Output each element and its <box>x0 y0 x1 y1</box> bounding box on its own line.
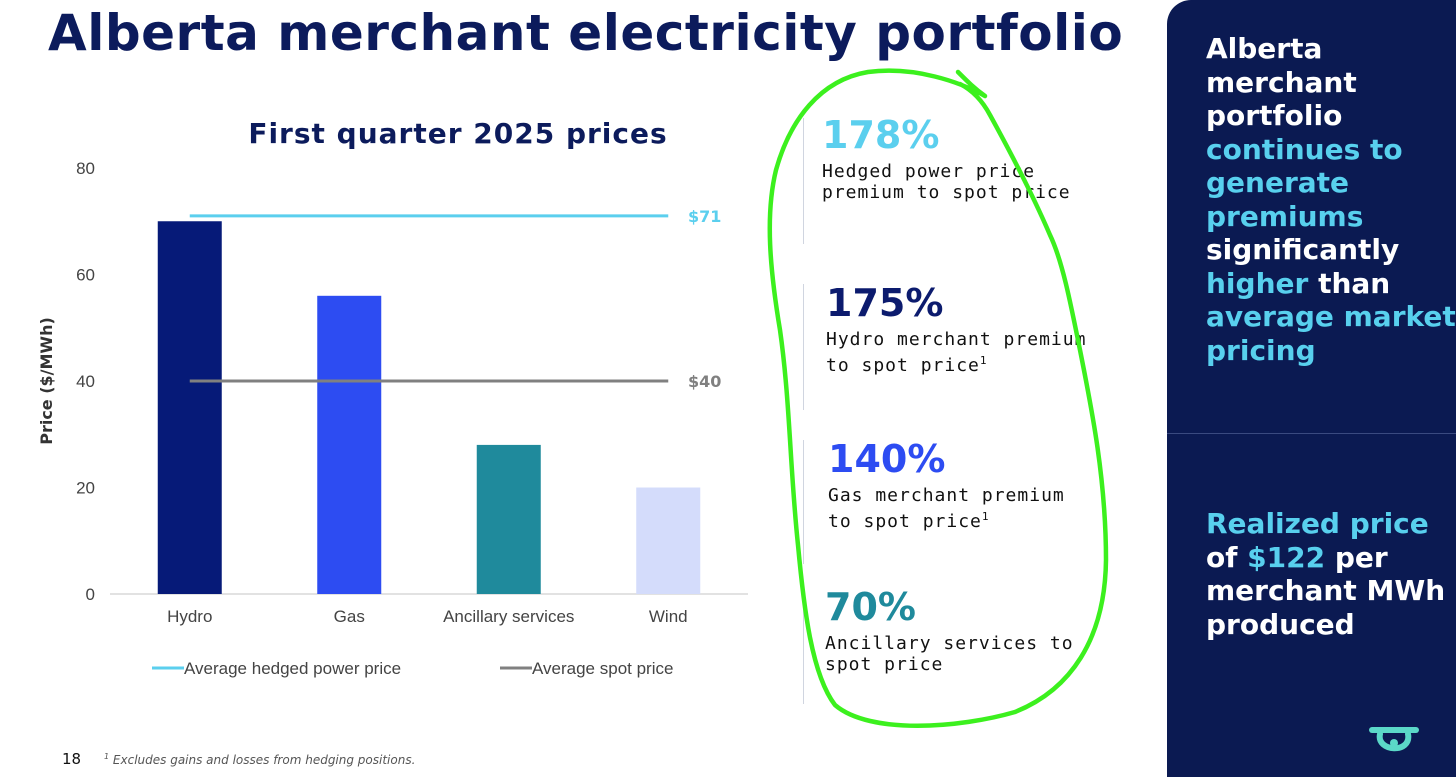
x-tick-label: Wind <box>649 607 688 626</box>
sidebar-line: produced <box>1206 607 1355 641</box>
sidebar-word: than <box>1318 266 1391 300</box>
x-tick-label: Hydro <box>167 607 212 626</box>
metric-divider <box>803 440 804 564</box>
x-tick-label: Ancillary services <box>443 607 574 626</box>
metric-description: Gas merchant premium to spot price1 <box>828 485 1118 532</box>
sidebar-line-highlight: continues to <box>1206 132 1403 166</box>
metric-desc-line: to spot price1 <box>826 350 1116 376</box>
sidebar-line: higher than <box>1206 267 1456 301</box>
sidebar-highlight: higher <box>1206 266 1309 300</box>
sidebar-line-highlight: average market <box>1206 300 1456 333</box>
metric-divider <box>803 592 804 704</box>
metric-description: Ancillary services to spot price <box>825 633 1115 675</box>
y-tick-label: 40 <box>76 372 95 391</box>
metric-desc-line: premium to spot price <box>822 182 1071 203</box>
spot-price-label: $40 <box>688 372 721 391</box>
bar-ancillary-services <box>476 444 541 594</box>
y-axis-label: Price ($/MWh) <box>37 317 56 445</box>
sidebar-divider <box>1167 433 1456 434</box>
page-number: 18 <box>62 750 82 768</box>
realized-price-value: $122 <box>1247 540 1326 574</box>
page-title: Alberta merchant electricity portfolio <box>48 4 1124 62</box>
sidebar-line-highlight: generate <box>1206 166 1350 199</box>
x-tick-label: Gas <box>334 607 365 626</box>
footnote-ref: 1 <box>979 354 988 367</box>
metric-value: 140% <box>828 437 946 481</box>
footnote: 1 Excludes gains and losses from hedging… <box>104 752 415 767</box>
metric-value: 178% <box>822 113 940 157</box>
sidebar-line: merchant MWh <box>1206 574 1446 607</box>
bar-hydro <box>157 221 222 594</box>
metric-description: Hydro merchant premium to spot price1 <box>826 329 1116 376</box>
footnote-ref: 1 <box>981 510 990 523</box>
metric-desc-text: to spot price <box>828 511 982 532</box>
sidebar-line-highlight: pricing <box>1206 333 1316 367</box>
y-tick-label: 60 <box>76 266 95 285</box>
price-chart: First quarter 2025 prices 0 20 40 60 80 Price … <box>37 117 748 678</box>
metric-desc-line: spot price <box>825 654 944 675</box>
bar-gas <box>317 295 382 594</box>
metric-divider <box>803 284 804 410</box>
chart-title: First quarter 2025 prices <box>248 117 667 150</box>
metric-ancillary: 70% Ancillary services to spot price <box>825 585 1115 675</box>
metric-description: Hedged power price premium to spot price <box>822 161 1112 203</box>
sidebar-line-highlight: Realized price <box>1206 507 1429 540</box>
metric-desc-text: to spot price <box>826 355 980 376</box>
y-tick-label: 20 <box>76 479 95 498</box>
sidebar-word: per <box>1334 540 1388 574</box>
metric-desc-line: Hydro merchant premium <box>826 329 1087 350</box>
sidebar-line: portfolio <box>1206 99 1343 132</box>
metric-desc-line: Hedged power price <box>822 161 1036 182</box>
hedged-price-label: $71 <box>688 207 721 226</box>
metric-desc-line: to spot price1 <box>828 506 1118 532</box>
sidebar-word: of <box>1206 540 1238 574</box>
sidebar-line: merchant <box>1206 65 1357 99</box>
metric-gas-premium: 140% Gas merchant premium to spot price1 <box>828 437 1118 532</box>
sidebar-line-highlight: premiums <box>1206 199 1364 233</box>
metric-hedged-premium: 178% Hedged power price premium to spot … <box>822 113 1112 203</box>
sidebar-line: Alberta <box>1206 32 1323 65</box>
metric-desc-line: Ancillary services to <box>825 633 1074 654</box>
metric-value: 175% <box>826 281 944 325</box>
sidebar-message: Alberta merchant portfolio continues to … <box>1206 32 1456 367</box>
legend-label: Average spot price <box>532 659 673 678</box>
sidebar-line: of $122 per <box>1206 541 1445 575</box>
metric-value: 70% <box>825 585 916 629</box>
y-tick-label: 0 <box>86 585 95 604</box>
legend-label: Average hedged power price <box>184 659 401 678</box>
y-tick-label: 80 <box>76 159 95 178</box>
sidebar-panel: Alberta merchant portfolio continues to … <box>1167 0 1456 777</box>
metric-divider <box>803 118 804 244</box>
footnote-text: Excludes gains and losses from hedging p… <box>112 753 416 767</box>
footnote-marker: 1 <box>104 752 110 761</box>
metric-desc-line: Gas merchant premium <box>828 485 1065 506</box>
sidebar-line: significantly <box>1206 233 1400 266</box>
bar-wind <box>636 487 701 594</box>
metric-hydro-premium: 175% Hydro merchant premium to spot pric… <box>826 281 1116 376</box>
realized-price-message: Realized price of $122 per merchant MWh … <box>1206 507 1445 641</box>
transalta-logo-icon <box>1369 727 1419 752</box>
